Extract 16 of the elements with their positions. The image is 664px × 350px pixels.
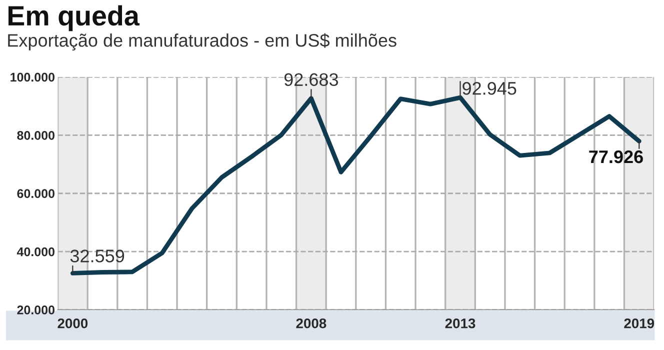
line-series — [70, 95, 642, 276]
data-label: 77.926 — [589, 150, 643, 164]
data-label: 32.559 — [70, 250, 124, 262]
y-tick-label: 20.000 — [17, 306, 54, 314]
y-tick-label: 80.000 — [17, 130, 54, 140]
x-tick-label: 2019 — [624, 318, 654, 328]
data-label: 92.683 — [284, 73, 338, 86]
x-tick-label: 2008 — [296, 318, 326, 328]
x-tick-label: 2000 — [58, 318, 88, 328]
chart-title: Em queda — [8, 5, 140, 32]
y-tick-label: 40.000 — [16, 247, 54, 256]
y-tick-label: 60.000 — [17, 189, 54, 198]
data-label: 92.945 — [462, 82, 516, 95]
chart-subtitle: Exportação de manufaturados - em US$ milhões — [8, 33, 396, 50]
x-tick-label: 2013 — [445, 318, 476, 328]
y-tick-label: 100.000 — [10, 72, 54, 82]
